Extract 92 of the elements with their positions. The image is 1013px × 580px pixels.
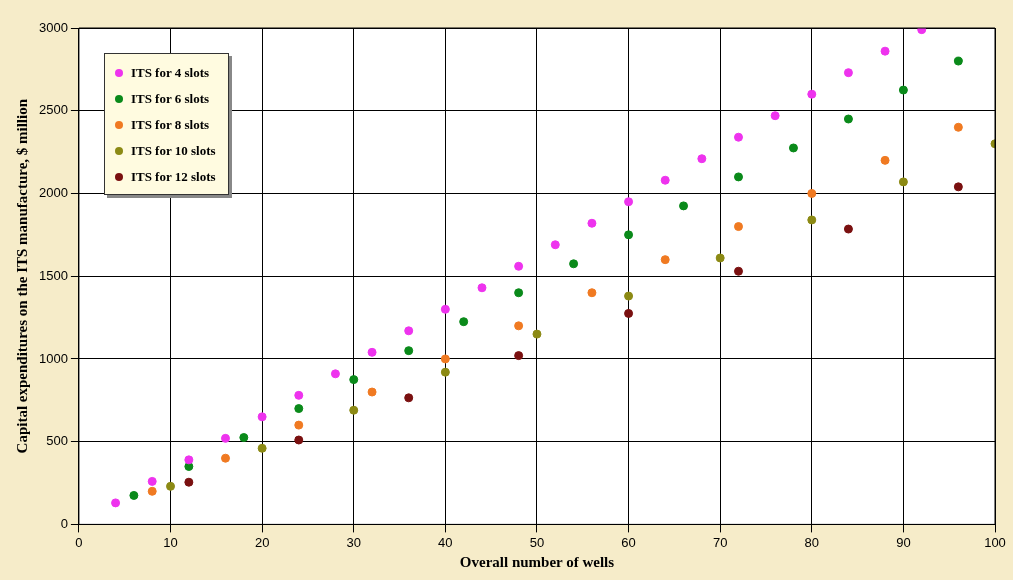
- point: [953, 182, 963, 192]
- legend-label: ITS for 8 slots: [130, 117, 210, 133]
- point: [220, 433, 230, 443]
- point: [404, 393, 414, 403]
- point: [624, 291, 634, 301]
- point: [624, 230, 634, 240]
- point: [184, 455, 194, 465]
- x-tick-label: 0: [75, 534, 83, 550]
- point: [257, 443, 267, 453]
- point: [587, 288, 597, 298]
- point: [624, 197, 634, 207]
- legend-label: ITS for 6 slots: [130, 91, 210, 107]
- point: [257, 412, 267, 422]
- x-tick-label: 40: [438, 534, 453, 550]
- point: [734, 266, 743, 276]
- point: [898, 177, 908, 187]
- y-tick-label: 1500: [39, 267, 68, 283]
- point: [404, 326, 414, 336]
- y-tick-label: 2500: [39, 102, 68, 118]
- point: [550, 240, 560, 250]
- y-tick-label: 500: [46, 433, 68, 449]
- point: [660, 175, 670, 185]
- x-axis-title: Overall number of wells: [459, 553, 615, 570]
- point: [843, 224, 853, 234]
- point: [440, 367, 450, 377]
- point: [404, 346, 414, 356]
- point: [953, 56, 963, 66]
- y-tick-label: 2000: [39, 185, 68, 201]
- y-tick-label: 0: [60, 515, 68, 531]
- x-tick-label: 90: [896, 534, 911, 550]
- point: [330, 369, 340, 379]
- legend-label: ITS for 4 slots: [130, 65, 210, 81]
- x-tick-label: 50: [529, 534, 545, 550]
- x-tick-label: 10: [163, 534, 178, 550]
- point: [514, 321, 524, 331]
- point: [129, 490, 139, 500]
- point: [514, 351, 524, 361]
- point: [660, 255, 670, 265]
- point: [679, 201, 689, 211]
- point: [294, 420, 304, 430]
- point: [697, 154, 707, 164]
- point: [147, 476, 157, 486]
- point: [367, 347, 377, 357]
- point: [587, 218, 597, 228]
- point: [294, 404, 304, 414]
- point: [294, 435, 304, 445]
- point: [220, 453, 230, 463]
- x-tick-label: 100: [984, 534, 1006, 550]
- point: [715, 253, 725, 263]
- point: [239, 433, 249, 443]
- legend-label: ITS for 10 slots: [130, 143, 216, 159]
- point: [184, 477, 194, 487]
- point: [734, 132, 743, 142]
- point: [843, 114, 853, 124]
- point: [734, 172, 743, 182]
- point: [843, 68, 853, 78]
- point: [953, 122, 963, 132]
- point: [898, 85, 908, 95]
- point: [624, 308, 634, 318]
- point: [917, 28, 927, 35]
- point: [477, 283, 487, 293]
- point: [807, 215, 817, 225]
- point: [514, 261, 524, 271]
- point: [770, 111, 780, 121]
- point: [514, 288, 524, 298]
- x-tick-label: 60: [621, 534, 636, 550]
- point: [532, 329, 542, 339]
- point: [807, 89, 817, 99]
- point: [440, 304, 450, 314]
- point: [569, 259, 579, 269]
- point: [459, 317, 469, 327]
- point: [349, 375, 359, 385]
- point: [294, 390, 304, 400]
- point: [166, 481, 176, 491]
- x-tick-label: 70: [712, 534, 728, 550]
- point: [367, 387, 377, 397]
- point: [111, 498, 121, 508]
- x-tick-label: 80: [804, 534, 820, 550]
- x-tick-label: 30: [346, 534, 361, 550]
- point: [349, 405, 359, 415]
- point: [880, 155, 890, 165]
- point: [147, 486, 157, 496]
- point: [734, 222, 743, 232]
- point: [440, 354, 450, 364]
- point: [880, 46, 890, 56]
- y-axis-title: Capital expenditures on the ITS manufacture, $ million: [13, 98, 30, 454]
- x-tick-label: 20: [254, 534, 270, 550]
- legend-label: ITS for 12 slots: [130, 169, 216, 185]
- point: [807, 188, 817, 198]
- y-tick-label: 1000: [39, 350, 68, 366]
- y-tick-label: 3000: [39, 19, 68, 35]
- point: [788, 143, 798, 153]
